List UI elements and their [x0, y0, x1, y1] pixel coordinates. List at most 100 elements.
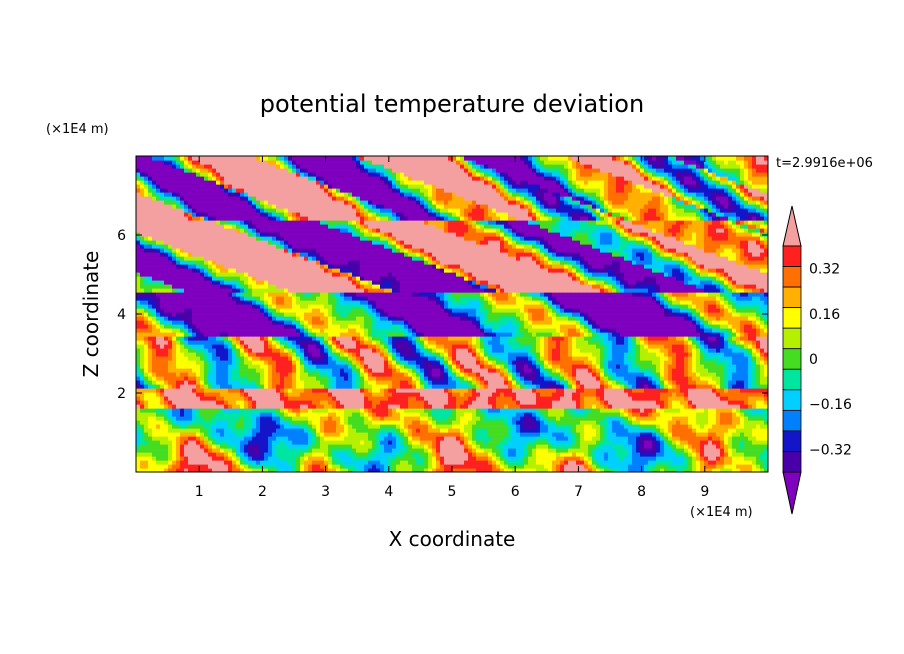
field-cell: [396, 424, 401, 429]
field-cell: [340, 356, 345, 361]
field-cell: [492, 344, 497, 349]
field-cell: [416, 360, 421, 365]
field-cell: [384, 468, 389, 472]
field-cell: [748, 376, 753, 381]
field-cell: [284, 360, 289, 365]
field-cell: [264, 460, 269, 465]
field-cell: [608, 348, 613, 353]
field-cell: [204, 388, 209, 393]
field-cell: [528, 432, 533, 437]
field-cell: [684, 408, 689, 413]
field-cell: [304, 360, 309, 365]
field-cell: [140, 452, 145, 457]
field-cell: [324, 456, 329, 461]
field-cell: [184, 392, 189, 397]
field-cell: [380, 356, 385, 361]
field-cell: [280, 376, 285, 381]
field-cell: [320, 352, 325, 357]
field-cell: [648, 460, 653, 465]
field-cell: [692, 460, 697, 465]
field-cell: [440, 380, 445, 385]
field-cell: [752, 468, 757, 472]
field-cell: [340, 348, 345, 353]
field-cell: [148, 412, 153, 417]
field-cell: [400, 360, 405, 365]
field-cell: [760, 440, 765, 445]
field-cell: [448, 372, 453, 377]
field-cell: [248, 468, 253, 472]
field-cell: [344, 452, 349, 457]
field-cell: [520, 384, 525, 389]
field-cell: [652, 408, 657, 413]
field-cell: [276, 368, 281, 373]
field-cell: [580, 392, 585, 397]
field-cell: [280, 348, 285, 353]
field-cell: [268, 400, 273, 405]
field-cell: [524, 356, 529, 361]
field-cell: [588, 432, 593, 437]
field-cell: [176, 448, 181, 453]
field-cell: [744, 464, 749, 469]
field-cell: [216, 356, 221, 361]
field-cell: [392, 416, 397, 421]
field-cell: [244, 424, 249, 429]
field-cell: [696, 380, 701, 385]
field-cell: [720, 444, 725, 449]
field-cell: [268, 372, 273, 377]
field-cell: [464, 448, 469, 453]
field-cell: [252, 448, 257, 453]
field-cell: [604, 432, 609, 437]
field-cell: [220, 344, 225, 349]
field-cell: [644, 396, 649, 401]
field-cell: [548, 400, 553, 405]
field-cell: [572, 364, 577, 369]
field-cell: [200, 468, 205, 472]
field-cell: [404, 420, 409, 425]
field-cell: [620, 368, 625, 373]
field-cell: [744, 456, 749, 461]
field-cell: [520, 376, 525, 381]
field-cell: [504, 436, 509, 441]
field-cell: [500, 432, 505, 437]
field-cell: [720, 352, 725, 357]
field-cell: [360, 348, 365, 353]
field-cell: [488, 404, 493, 409]
field-cell: [720, 356, 725, 361]
field-cell: [276, 432, 281, 437]
field-cell: [552, 416, 557, 421]
field-cell: [196, 348, 201, 353]
field-cell: [644, 452, 649, 457]
field-cell: [548, 404, 553, 409]
field-cell: [740, 352, 745, 357]
field-cell: [136, 448, 141, 453]
field-cell: [356, 412, 361, 417]
field-cell: [200, 452, 205, 457]
field-cell: [356, 368, 361, 373]
field-cell: [684, 388, 689, 393]
field-cell: [228, 380, 233, 385]
field-cell: [592, 412, 597, 417]
field-cell: [752, 356, 757, 361]
field-cell: [272, 388, 277, 393]
field-cell: [484, 432, 489, 437]
field-cell: [540, 360, 545, 365]
field-cell: [672, 348, 677, 353]
field-cell: [156, 460, 161, 465]
field-cell: [144, 456, 149, 461]
field-cell: [576, 448, 581, 453]
field-cell: [496, 412, 501, 417]
field-cell: [580, 444, 585, 449]
field-cell: [400, 456, 405, 461]
field-cell: [432, 460, 437, 465]
field-cell: [380, 392, 385, 397]
field-cell: [284, 408, 289, 413]
field-cell: [568, 396, 573, 401]
field-cell: [456, 456, 461, 461]
field-cell: [588, 348, 593, 353]
field-cell: [644, 400, 649, 405]
field-cell: [316, 404, 321, 409]
field-cell: [732, 408, 737, 413]
field-cell: [344, 436, 349, 441]
field-cell: [592, 356, 597, 361]
field-cell: [560, 388, 565, 393]
